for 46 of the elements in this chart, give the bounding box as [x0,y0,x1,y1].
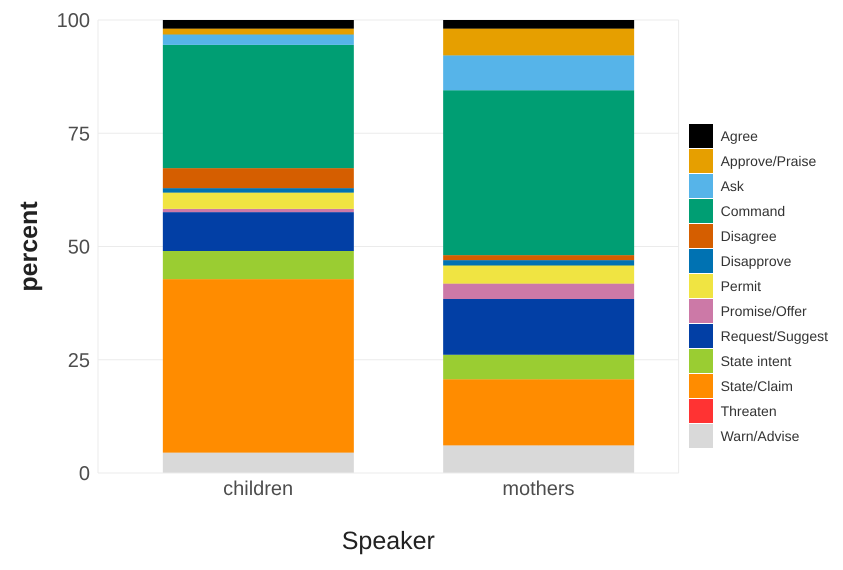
x-tick-label: mothers [502,478,575,500]
legend-label: Command [720,202,786,218]
legend-label: Approve/Praise [720,152,816,168]
bar [443,299,634,355]
y-tick-label: 25 [68,350,90,372]
bar [443,284,634,300]
legend-label: Disagree [720,228,777,244]
y-tick-label: 50 [68,236,90,259]
bar [443,354,634,380]
legend-label: State/Claim [720,378,793,394]
bar [443,260,634,266]
y-tick-label: 0 [78,463,90,486]
bar [443,445,634,473]
bar [443,255,634,260]
bar [162,28,354,34]
x-axis-title: Speaker [342,527,435,555]
bar [162,279,354,453]
legend-label: Agree [720,128,758,144]
bar [162,212,354,252]
legend-label: Warn/Advise [720,428,800,444]
bar [162,20,354,29]
x-tick-label: children [223,478,294,500]
legend-label: State intent [720,352,792,368]
bar [443,20,634,29]
bar [162,208,354,212]
legend-label: Threaten [720,402,777,418]
bar [162,44,354,168]
bar [162,251,354,280]
legend-label: Promise/Offer [720,302,807,318]
y-tick-label: 75 [68,123,90,146]
legend-label: Permit [720,278,762,294]
bar [162,188,354,193]
bar [443,379,634,446]
bar [443,28,634,56]
legend-label: Request/Suggest [720,328,828,344]
bar [443,266,634,284]
y-axis-title: percent [14,200,43,292]
bar [443,55,634,90]
bar [162,168,354,188]
bar [162,192,354,209]
bar [162,452,354,473]
bar [443,90,634,256]
legend-label: Disapprove [720,252,792,268]
legend-label: Ask [720,178,744,194]
y-tick-label: 100 [56,10,90,32]
bar [162,34,354,45]
